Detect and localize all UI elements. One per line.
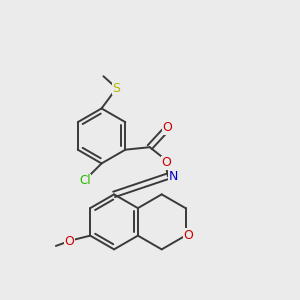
Text: N: N — [169, 170, 178, 183]
Text: O: O — [162, 156, 172, 169]
Text: O: O — [162, 121, 172, 134]
Text: Cl: Cl — [79, 174, 91, 188]
Text: S: S — [112, 82, 121, 94]
Text: O: O — [184, 229, 194, 242]
Text: O: O — [65, 235, 75, 248]
